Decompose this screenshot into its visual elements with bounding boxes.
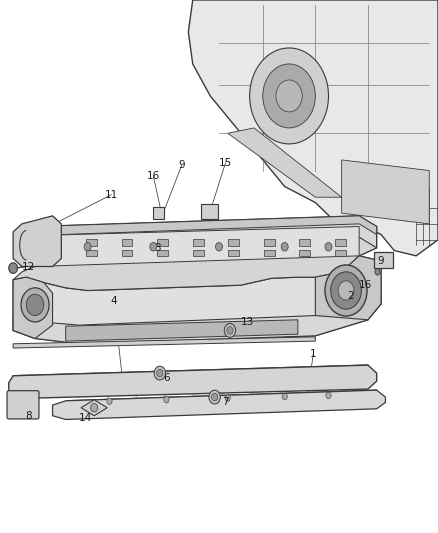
Polygon shape [35,227,359,266]
Bar [335,239,346,246]
Bar [335,250,346,256]
FancyBboxPatch shape [201,204,218,219]
FancyBboxPatch shape [153,207,164,219]
Bar [264,250,275,256]
Polygon shape [22,216,377,266]
Circle shape [154,366,166,380]
Text: 12: 12 [22,262,35,271]
Bar [121,239,132,246]
FancyBboxPatch shape [7,391,39,419]
Text: 16: 16 [359,280,372,290]
Polygon shape [13,296,381,344]
Circle shape [107,398,112,405]
Bar [121,250,132,256]
Circle shape [325,265,367,316]
Circle shape [325,243,332,251]
Circle shape [212,393,218,401]
Circle shape [150,243,157,251]
Text: 8: 8 [25,411,32,421]
Text: 2: 2 [347,291,354,301]
Bar [300,239,311,246]
Bar [264,239,275,246]
Polygon shape [342,160,429,224]
Bar [228,250,239,256]
Circle shape [215,243,223,251]
Polygon shape [53,390,385,419]
Circle shape [326,392,331,399]
Polygon shape [13,277,53,338]
Circle shape [26,294,44,316]
Bar [86,239,97,246]
Circle shape [250,48,328,144]
Polygon shape [315,256,381,320]
Text: 3: 3 [154,243,161,253]
Bar [228,239,239,246]
Bar [193,250,204,256]
Polygon shape [13,216,61,266]
Circle shape [157,369,163,377]
Polygon shape [66,320,298,341]
Circle shape [225,395,230,401]
Circle shape [281,243,288,251]
Circle shape [164,397,169,403]
Text: 7: 7 [222,398,229,407]
Circle shape [209,390,220,404]
Circle shape [91,403,98,412]
Circle shape [282,393,287,400]
Circle shape [9,263,18,273]
Text: 13: 13 [241,318,254,327]
Bar [193,239,204,246]
Circle shape [21,288,49,322]
Text: 14: 14 [79,414,92,423]
Polygon shape [22,216,377,245]
Circle shape [338,281,354,300]
Bar [50,250,61,256]
Text: 4: 4 [110,296,117,306]
Bar [50,239,61,246]
FancyBboxPatch shape [374,252,393,268]
Bar [300,250,311,256]
Polygon shape [81,400,107,416]
Circle shape [331,272,361,309]
Circle shape [227,327,233,334]
Circle shape [263,64,315,128]
Bar [157,250,168,256]
Circle shape [84,243,91,251]
Text: 15: 15 [219,158,232,167]
Polygon shape [188,0,438,256]
Text: 1: 1 [310,350,317,359]
Polygon shape [228,128,342,197]
Circle shape [224,324,236,337]
Text: 11: 11 [105,190,118,199]
Polygon shape [13,337,315,348]
Text: 9: 9 [378,256,385,266]
Bar [157,239,168,246]
Text: 6: 6 [163,374,170,383]
Polygon shape [9,365,377,399]
Circle shape [276,80,302,112]
Text: 9: 9 [178,160,185,170]
Text: 16: 16 [147,171,160,181]
Polygon shape [13,256,381,344]
Polygon shape [13,237,377,290]
Bar [86,250,97,256]
Circle shape [375,269,380,275]
